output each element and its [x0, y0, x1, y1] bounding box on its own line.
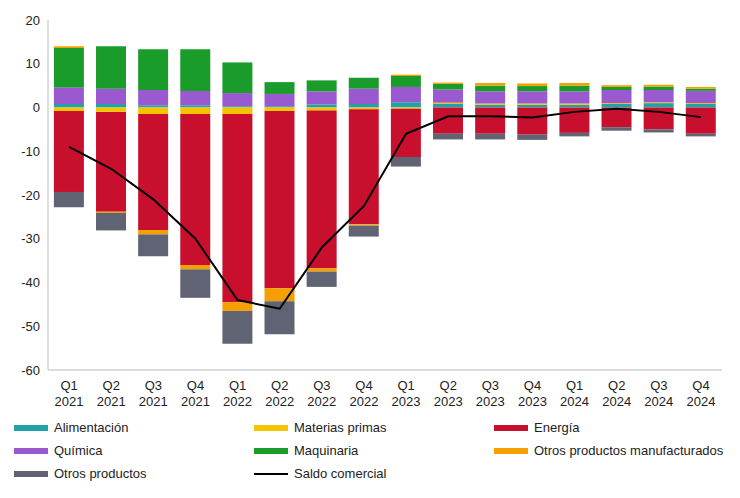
svg-text:-40: -40: [21, 275, 40, 290]
html-text:Maquinaria: Maquinaria: [294, 443, 359, 458]
svg-text:20: 20: [26, 13, 40, 28]
svg-text:Q12022: Q12022: [223, 378, 252, 409]
svg-text:0: 0: [33, 100, 40, 115]
svg-text:Q22022: Q22022: [265, 378, 294, 409]
svg-text:-50: -50: [21, 319, 40, 334]
svg-text:Q42023: Q42023: [518, 378, 547, 409]
svg-text:Q22021: Q22021: [97, 378, 126, 409]
svg-text:Q32024: Q32024: [644, 378, 673, 409]
html-text:Materias primas: Materias primas: [294, 420, 387, 435]
html-text:Otros productos: Otros productos: [54, 466, 147, 481]
svg-text:-60: -60: [21, 363, 40, 378]
svg-text:Q42024: Q42024: [686, 378, 715, 409]
svg-text:Q32022: Q32022: [307, 378, 336, 409]
svg-text:Q42022: Q42022: [349, 378, 378, 409]
svg-text:Q42021: Q42021: [181, 378, 210, 409]
html-text:Química: Química: [54, 443, 103, 458]
svg-text:10: 10: [26, 56, 40, 71]
svg-text:-20: -20: [21, 188, 40, 203]
svg-text:Q32023: Q32023: [476, 378, 505, 409]
svg-text:Q22023: Q22023: [434, 378, 463, 409]
svg-text:Q22024: Q22024: [602, 378, 631, 409]
html-text:Energía: Energía: [534, 420, 580, 435]
svg-text:-10: -10: [21, 144, 40, 159]
html-text:Alimentación: Alimentación: [54, 420, 129, 435]
html-text:Saldo comercial: Saldo comercial: [294, 466, 387, 481]
svg-text:Q12021: Q12021: [55, 378, 84, 409]
svg-text:-30: -30: [21, 231, 40, 246]
svg-text:Q32021: Q32021: [139, 378, 168, 409]
html-text:Otros productos manufacturados: Otros productos manufacturados: [534, 443, 724, 458]
svg-text:Q12024: Q12024: [560, 378, 589, 409]
svg-text:Q12023: Q12023: [392, 378, 421, 409]
